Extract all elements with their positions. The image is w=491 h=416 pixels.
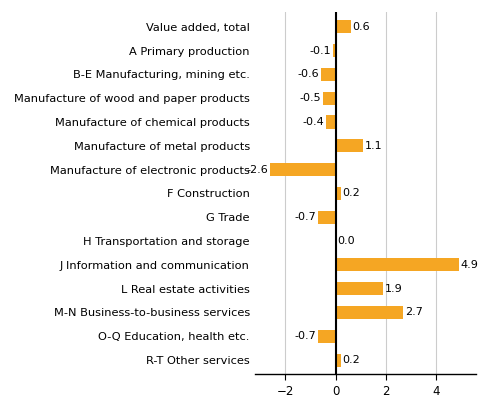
Bar xyxy=(321,68,336,81)
Text: 0.6: 0.6 xyxy=(353,22,370,32)
Bar xyxy=(336,354,341,366)
Bar xyxy=(336,20,351,33)
Text: 0.2: 0.2 xyxy=(342,355,360,365)
Bar xyxy=(336,282,383,295)
Text: 1.9: 1.9 xyxy=(385,284,403,294)
Text: -0.7: -0.7 xyxy=(295,212,316,222)
Text: 4.9: 4.9 xyxy=(461,260,478,270)
Bar xyxy=(318,210,336,224)
Text: 2.7: 2.7 xyxy=(405,307,423,317)
Text: -0.1: -0.1 xyxy=(310,46,331,56)
Bar xyxy=(271,163,336,176)
Bar xyxy=(318,330,336,343)
Bar xyxy=(336,139,363,152)
Text: -2.6: -2.6 xyxy=(247,165,269,175)
Text: 0.2: 0.2 xyxy=(342,188,360,198)
Bar xyxy=(323,92,336,105)
Text: 1.1: 1.1 xyxy=(365,141,382,151)
Bar xyxy=(336,258,459,271)
Text: -0.4: -0.4 xyxy=(302,117,324,127)
Bar xyxy=(326,116,336,129)
Bar xyxy=(336,187,341,200)
Bar xyxy=(333,44,336,57)
Text: -0.5: -0.5 xyxy=(300,93,321,103)
Text: -0.6: -0.6 xyxy=(297,69,319,79)
Text: -0.7: -0.7 xyxy=(295,331,316,341)
Bar xyxy=(336,306,404,319)
Text: 0.0: 0.0 xyxy=(337,236,355,246)
